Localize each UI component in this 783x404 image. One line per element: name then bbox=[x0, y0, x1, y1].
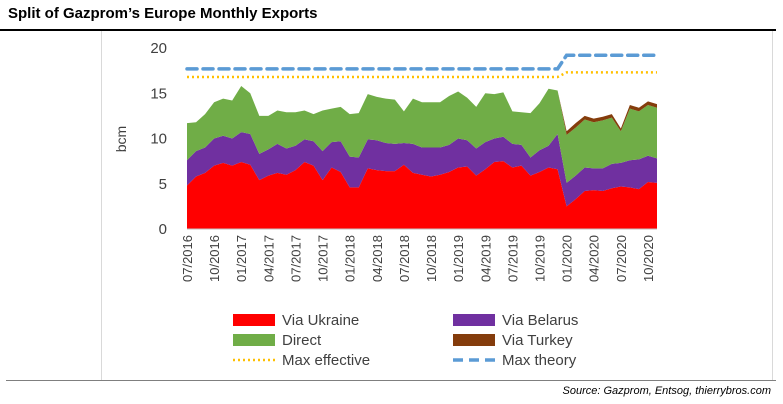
x-tick-label: 10/2020 bbox=[641, 235, 656, 282]
axes: 0 5 10 15 20 bcm 07/2016 10/2016 01/2017 04/2017 0… bbox=[113, 40, 657, 282]
x-tick-label: 07/2017 bbox=[288, 235, 303, 282]
chart-frame bbox=[101, 31, 773, 381]
line-max-theory bbox=[185, 53, 659, 71]
legend-label-max-effective: Max effective bbox=[282, 352, 370, 369]
y-tick-label: 20 bbox=[150, 40, 167, 57]
legend-label-via-belarus: Via Belarus bbox=[502, 312, 578, 329]
legend-swatch-via-ukraine bbox=[233, 314, 275, 326]
source-note: Source: Gazprom, Entsog, thierrybros.com bbox=[562, 385, 771, 397]
footer-rule bbox=[6, 380, 776, 381]
y-tick-label: 15 bbox=[150, 85, 167, 102]
area-via-belarus bbox=[187, 132, 657, 207]
x-tick-label: 04/2019 bbox=[478, 235, 493, 282]
legend-label-max-theory: Max theory bbox=[502, 352, 577, 369]
area-direct bbox=[187, 86, 657, 183]
legend: Via Ukraine Via Belarus Direct Via Turkey Ma… bbox=[233, 312, 578, 369]
x-tick-label: 04/2017 bbox=[261, 235, 276, 282]
x-tick-label: 01/2017 bbox=[234, 235, 249, 282]
legend-swatch-direct bbox=[233, 334, 275, 346]
x-tick-label: 07/2016 bbox=[180, 235, 195, 282]
x-tick-label: 01/2019 bbox=[451, 235, 466, 282]
legend-label-via-ukraine: Via Ukraine bbox=[282, 312, 359, 329]
legend-label-direct: Direct bbox=[282, 332, 322, 349]
x-tick-label: 04/2018 bbox=[370, 235, 385, 282]
chart-title: Split of Gazprom’s Europe Monthly Export… bbox=[8, 5, 318, 22]
x-tick-label: 10/2017 bbox=[316, 235, 331, 282]
legend-swatch-via-belarus bbox=[453, 314, 495, 326]
x-tick-label: 07/2018 bbox=[397, 235, 412, 282]
line-max-effective bbox=[187, 71, 657, 79]
y-tick-label: 10 bbox=[150, 131, 167, 148]
x-tick-label: 01/2018 bbox=[343, 235, 358, 282]
legend-label-via-turkey: Via Turkey bbox=[502, 332, 573, 349]
area-via-ukraine bbox=[187, 161, 657, 229]
x-tick-label: 10/2019 bbox=[533, 235, 548, 282]
title-underline bbox=[0, 29, 776, 31]
y-tick-label: 5 bbox=[159, 176, 167, 193]
limit-lines bbox=[185, 53, 659, 79]
area-layers bbox=[187, 86, 657, 229]
legend-swatch-via-turkey bbox=[453, 334, 495, 346]
x-tick-label: 10/2018 bbox=[424, 235, 439, 282]
y-axis-label: bcm bbox=[113, 126, 129, 152]
x-tick-label: 01/2020 bbox=[560, 235, 575, 282]
y-tick-label: 0 bbox=[159, 221, 167, 238]
x-tick-label: 10/2016 bbox=[207, 235, 222, 282]
x-tick-label: 07/2020 bbox=[614, 235, 629, 282]
x-tick-label: 04/2020 bbox=[587, 235, 602, 282]
x-tick-label: 07/2019 bbox=[505, 235, 520, 282]
